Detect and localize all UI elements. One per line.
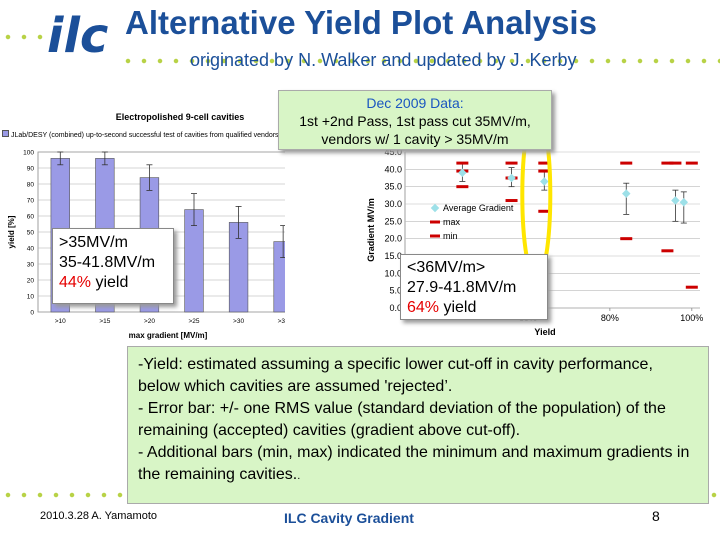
right-average-point: [540, 177, 549, 186]
left-xtick-label: >35: [278, 318, 285, 325]
left-ytick-label: 100: [23, 150, 34, 157]
left-ytick-label: 30: [27, 262, 35, 269]
page-title: Alternative Yield Plot Analysis: [125, 4, 597, 41]
left-ytick-label: 40: [27, 246, 35, 253]
note-item-3: - Additional bars (min, max) indicated t…: [138, 442, 698, 487]
page-subtitle: originated by N. Walker and updated by J…: [190, 50, 577, 70]
right-ytick-label: 30.0: [384, 199, 402, 209]
left-xtick-label: >20: [144, 318, 155, 325]
right-ytick-label: 35.0: [384, 182, 402, 192]
left-xtick-label: >30: [233, 318, 244, 325]
notes-box: -Yield: estimated assuming a specific lo…: [127, 346, 709, 504]
left-xtick-label: >15: [99, 318, 110, 325]
right-ytick-label: 10.0: [384, 268, 402, 278]
decor-dots-top: [0, 34, 60, 40]
right-average-point: [671, 196, 680, 205]
right-legend-swatch-average: [430, 203, 440, 213]
annotation-right-line2: 27.9-41.8MV/m: [407, 279, 517, 296]
footer-author: 2010.3.28 A. Yamamoto: [40, 510, 158, 522]
right-ytick-label: 5.0: [389, 286, 402, 296]
right-xaxis-label: Yield: [534, 327, 555, 337]
right-ytick-label: 45.0: [384, 147, 402, 157]
annotation-left: >35MV/m 35-41.8MV/m 44% yield: [52, 228, 174, 304]
annotation-right-line1: <36MV/m>: [407, 259, 486, 276]
annotation-right-yield: 64% yield: [407, 298, 541, 318]
right-average-point: [679, 198, 689, 207]
dec-data-box: Dec 2009 Data: 1st +2nd Pass, 1st pass c…: [278, 90, 552, 150]
annotation-right-suffix: yield: [439, 299, 477, 316]
left-ytick-label: 70: [27, 198, 35, 205]
right-legend-max: max: [443, 217, 461, 227]
right-xtick-label: 80%: [601, 313, 619, 323]
left-chart-title: Electropolished 9-cell cavities: [115, 112, 245, 122]
annotation-left-suffix: yield: [91, 274, 129, 291]
left-ytick-label: 20: [27, 278, 35, 285]
left-bar-chart: Electropolished 9-cell cavities JLab/DES…: [0, 104, 308, 348]
left-ytick-label: 90: [27, 166, 35, 173]
dec-box-line3: vendors w/ 1 cavity > 35MV/m: [321, 131, 509, 147]
left-xaxis-label: max gradient [MV/m]: [129, 331, 208, 340]
annotation-left-line2: 35-41.8MV/m: [59, 254, 156, 271]
decor-dots-subtitle: [120, 58, 720, 64]
left-chart-legend: JLab/DESY (combined) up-to-second succes…: [2, 130, 308, 139]
left-ytick-label: 80: [27, 182, 35, 189]
right-ytick-label: 25.0: [384, 216, 402, 226]
right-ytick-label: 15.0: [384, 251, 402, 261]
left-chart-svg: 0 10 20 30 40 50 60 70 80 90 100 >10 >15 >20 >25 >30 >35…: [7, 150, 285, 340]
right-ytick-label: 0.0: [389, 303, 402, 313]
right-yaxis-label: Gradient MV/m: [366, 198, 376, 262]
dec-box-line1: Dec 2009 Data:: [366, 95, 464, 111]
left-xtick-label: >10: [55, 318, 66, 325]
decor-dots-bottom-right: [706, 492, 720, 498]
annotation-left-yield: 44% yield: [59, 273, 167, 293]
left-ytick-label: 50: [27, 230, 35, 237]
right-average-point: [458, 168, 467, 178]
right-ytick-label: 20.0: [384, 234, 402, 244]
right-legend-average: Average Gradient: [443, 203, 514, 213]
right-ytick-label: 40.0: [384, 164, 402, 174]
note-item-1: -Yield: estimated assuming a specific lo…: [138, 356, 653, 395]
right-average-point: [507, 173, 516, 183]
annotation-left-line1: >35MV/m: [59, 234, 128, 251]
left-ytick-label: 10: [27, 294, 35, 301]
legend-swatch: [2, 130, 9, 137]
logo-text: ilc: [47, 8, 108, 64]
annotation-right-pct: 64%: [407, 299, 440, 316]
page-number: 8: [652, 508, 660, 524]
left-xtick-label: >25: [188, 318, 199, 325]
annotation-left-pct: 44%: [59, 274, 92, 291]
left-legend-text: JLab/DESY (combined) up-to-second succes…: [11, 132, 308, 139]
left-ytick-label: 0: [30, 310, 34, 317]
dec-box-line2: 1st +2nd Pass, 1st pass cut 35MV/m,: [299, 113, 531, 129]
ilc-logo: ilc: [47, 8, 108, 64]
note-item-3-tail: .: [297, 470, 301, 482]
decor-dots-bottom: [0, 492, 128, 498]
note-item-3-text: - Additional bars (min, max) indicated t…: [138, 444, 690, 483]
note-item-2: - Error bar: +/- one RMS value (standard…: [138, 400, 666, 439]
left-yaxis-label: yield [%]: [7, 215, 16, 248]
right-xtick-label: 100%: [680, 313, 703, 323]
right-legend-min: min: [443, 231, 458, 241]
left-ytick-label: 60: [27, 214, 35, 221]
annotation-right: <36MV/m> 27.9-41.8MV/m 64% yield: [400, 254, 548, 320]
footer-title: ILC Cavity Gradient: [284, 510, 414, 526]
right-average-point: [622, 189, 631, 198]
